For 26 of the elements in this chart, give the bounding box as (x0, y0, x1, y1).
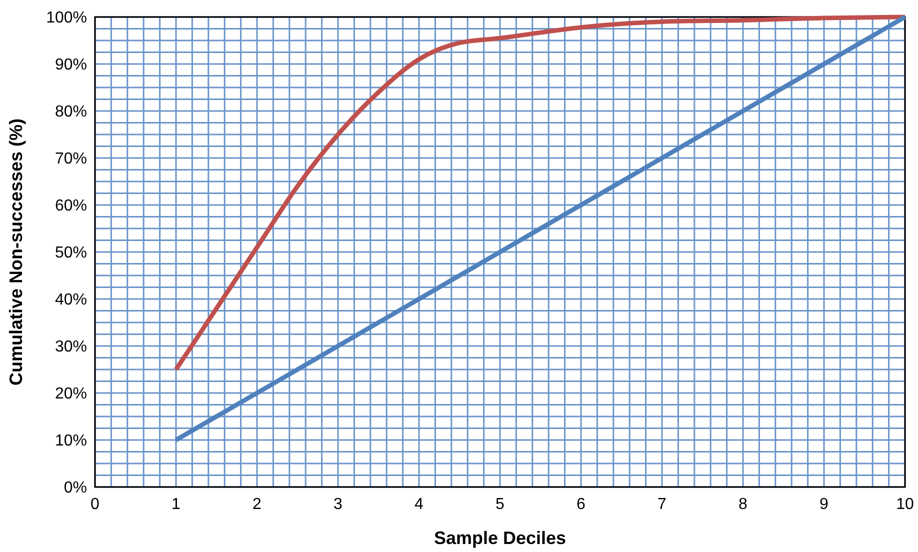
y-tick-label: 90% (54, 56, 87, 74)
x-tick-label: 1 (172, 496, 181, 513)
y-tick-label: 50% (54, 244, 87, 262)
y-tick-label: 70% (54, 150, 87, 168)
x-tick-label: 2 (252, 496, 262, 513)
x-tick-label: 5 (496, 496, 505, 513)
x-tick-label: 9 (820, 496, 829, 513)
y-tick-label: 100% (46, 10, 87, 27)
y-tick-label: 60% (54, 198, 87, 215)
x-tick-label: 10 (896, 496, 914, 513)
x-tick-label: 3 (334, 496, 343, 513)
y-tick-label: 40% (54, 292, 87, 309)
x-tick-label: 0 (90, 496, 100, 513)
y-axis-title: Cumulative Non-successes (%) (6, 118, 26, 386)
line-series (174, 14, 908, 442)
y-tick-label: 20% (54, 386, 87, 403)
y-tick-label: 80% (54, 104, 87, 121)
x-tick-label: 4 (414, 496, 424, 513)
x-tick-label: 7 (658, 496, 667, 513)
x-tick-label: 8 (738, 496, 748, 513)
x-axis-title: Sample Deciles (434, 528, 566, 548)
x-tick-label: 6 (576, 496, 586, 513)
y-tick-label: 10% (54, 432, 87, 450)
line-series (174, 14, 908, 372)
y-tick-label: 30% (54, 338, 87, 356)
y-tick-label: 0% (64, 480, 87, 497)
